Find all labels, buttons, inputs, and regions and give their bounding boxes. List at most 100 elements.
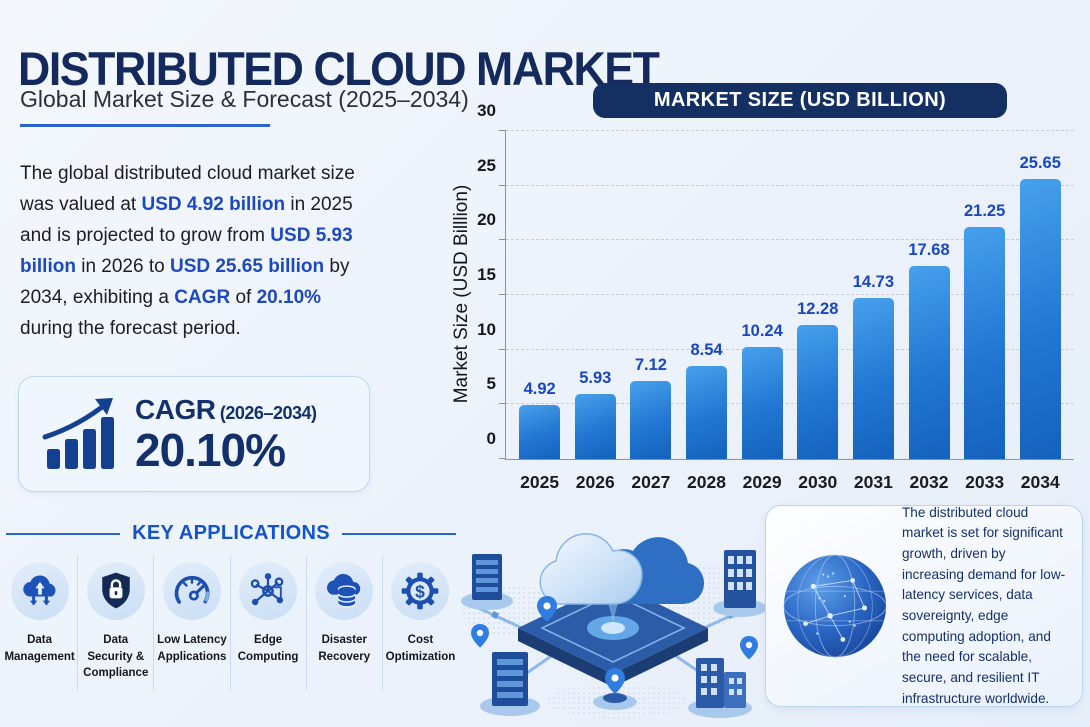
bar-value-label: 8.54 (690, 340, 723, 359)
keyapp-label: Edge Computing (237, 634, 299, 663)
bar-column: 21.25 2033 (963, 131, 1007, 492)
y-tick-label: 0 (486, 429, 496, 448)
bar (797, 324, 839, 459)
cagr-value: 20.10% (135, 423, 286, 476)
x-tick-label: 2029 (742, 472, 782, 492)
bar-value-label: 17.68 (908, 240, 950, 259)
y-tick-mark (499, 239, 506, 241)
subtitle-underline (20, 124, 270, 127)
bar (852, 297, 894, 459)
intro-highlight: USD 5.93 billion (20, 224, 353, 277)
x-tick-label: 2025 (520, 472, 560, 492)
x-tick-label: 2034 (1020, 472, 1060, 492)
x-tick-label: 2028 (687, 472, 726, 492)
intro-text: in 2025 and is projected to grow from (20, 193, 353, 246)
y-tick-mark (499, 348, 506, 350)
y-tick-mark (499, 294, 506, 295)
bar (964, 226, 1006, 459)
intro-text: in 2026 to (75, 255, 170, 277)
growth-bars-arrow-icon (42, 398, 114, 469)
y-tick-mark (499, 458, 506, 459)
bar-column: 4.92 2025 (518, 131, 562, 492)
location-pin-icon (537, 596, 557, 622)
y-tick-mark (499, 130, 506, 131)
location-pin-icon (740, 636, 758, 660)
key-applications-row: Data Management Data Security & Complian… (2, 556, 458, 691)
bar-value-label: 12.28 (797, 299, 839, 318)
keyapp-data-security: Data Security & Compliance (78, 556, 155, 691)
cagr-text: CAGR (2026–2034) 20.10% (135, 394, 317, 474)
y-tick-label: 30 (477, 101, 496, 120)
bar-column: 7.12 2027 (629, 131, 673, 492)
x-tick-label: 2031 (853, 472, 893, 492)
y-tick-label: 5 (486, 374, 496, 394)
keyapp-label: Disaster Recovery (318, 634, 371, 663)
cloud-network-illustration (461, 533, 767, 719)
x-tick-label: 2027 (631, 472, 671, 492)
key-applications-title: KEY APPLICATIONS (132, 522, 330, 544)
key-applications-header: KEY APPLICATIONS (6, 522, 457, 545)
rule-right (341, 532, 457, 535)
chart-plot: 0 5 10 15 20 25 30 4.92 2025 5.93 2026 7.12 2027 8.54… (477, 101, 1074, 492)
intro-highlight: USD 25.65 billion (169, 255, 325, 277)
cagr-label: CAGR (135, 393, 216, 425)
bar-column: 17.68 2032 (907, 131, 951, 492)
y-tick-mark (499, 403, 506, 405)
cagr-box: CAGR (2026–2034) 20.10% (18, 376, 370, 492)
intro-text: of (230, 286, 257, 308)
insight-box: The distributed cloud market is set for … (765, 505, 1083, 707)
y-tick-label: 15 (477, 265, 496, 284)
location-pin-icon (593, 668, 637, 710)
bar-value-label: 4.92 (523, 380, 556, 399)
bar-value-label: 14.73 (852, 272, 895, 291)
gridline (506, 348, 1074, 350)
x-tick-label: 2033 (965, 472, 1005, 492)
keyapp-label: Data Security & Compliance (83, 634, 149, 680)
intro-highlight: 20.10% (256, 286, 322, 308)
bar-value-label: 7.12 (634, 356, 667, 375)
x-tick-label: 2032 (909, 472, 949, 492)
y-tick-label: 20 (477, 210, 496, 230)
rule-left (6, 532, 121, 535)
keyapp-label: Data Management (4, 634, 75, 663)
bar-column: 12.28 2030 (796, 131, 840, 492)
bar (686, 365, 727, 459)
keyapp-low-latency: Low Latency Applications (154, 556, 231, 691)
y-tick-label: 10 (477, 319, 496, 339)
keyapp-data-management: Data Management (2, 556, 79, 691)
intro-highlight: CAGR (174, 286, 231, 308)
cagr-period: (2026–2034) (219, 402, 317, 423)
keyapp-edge-computing: Edge Computing (231, 556, 307, 691)
y-tick-mark (499, 184, 506, 186)
cloud-arrows-icon (22, 575, 56, 606)
speedometer-icon (174, 575, 210, 604)
intro-highlight: USD 4.92 billion (141, 193, 286, 215)
x-tick-label: 2030 (798, 472, 838, 492)
bar-column: 5.93 2026 (573, 131, 617, 492)
location-pin-icon (471, 624, 489, 648)
bar-value-label: 5.93 (579, 369, 612, 388)
gridline (506, 239, 1074, 241)
chart-y-axis-label: Market Size (USD Billlion) (451, 184, 472, 404)
bars-container: 4.92 2025 5.93 2026 7.12 2027 8.54 2028 10.24 202… (506, 131, 1074, 492)
bar (519, 405, 561, 459)
network-nodes-icon (250, 573, 284, 606)
cloud-database-icon (327, 573, 361, 608)
y-tick-label: 25 (477, 155, 496, 175)
intro-text: during the forecast period. (20, 317, 241, 339)
bar-value-label: 21.25 (963, 201, 1006, 220)
bar-column: 14.73 2031 (851, 131, 895, 492)
gridline (506, 403, 1074, 405)
bar-column: 10.24 2029 (740, 131, 784, 492)
intro-paragraph: The global distributed cloud market size… (20, 159, 360, 345)
shield-lock-icon (102, 572, 130, 609)
bar-column: 25.65 2034 (1018, 131, 1062, 492)
keyapp-cost-optimization: $ Cost Optimization (383, 556, 458, 690)
bar (1019, 178, 1061, 459)
keyapp-label: Low Latency Applications (157, 634, 227, 663)
globe-icon (783, 554, 887, 658)
gridline (506, 294, 1074, 295)
bar (908, 265, 950, 459)
bar (574, 394, 616, 459)
